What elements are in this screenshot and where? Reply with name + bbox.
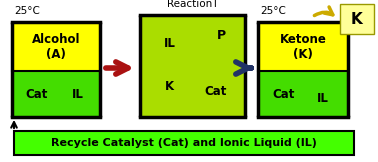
Text: Ketone
(K): Ketone (K) <box>280 33 327 61</box>
Bar <box>14 131 354 155</box>
Text: ReactionT: ReactionT <box>167 0 218 9</box>
Text: Alcohol
(A): Alcohol (A) <box>32 33 80 61</box>
Bar <box>12 71 100 117</box>
Bar <box>14 131 354 155</box>
Bar <box>12 22 100 71</box>
Text: K: K <box>165 80 174 93</box>
Bar <box>258 22 348 71</box>
Text: K: K <box>351 12 363 27</box>
Text: P: P <box>217 29 226 42</box>
Text: 25°C: 25°C <box>260 6 286 16</box>
Bar <box>340 4 374 34</box>
Bar <box>340 4 374 34</box>
Text: Recycle Catalyst (Cat) and Ionic Liquid (IL): Recycle Catalyst (Cat) and Ionic Liquid … <box>51 138 317 148</box>
Text: IL: IL <box>72 88 84 101</box>
Bar <box>258 71 348 117</box>
Text: 25°C: 25°C <box>14 6 40 16</box>
Text: IL: IL <box>317 92 329 105</box>
Text: Cat: Cat <box>25 88 48 101</box>
Bar <box>140 15 245 117</box>
Text: IL: IL <box>163 37 175 50</box>
Text: Cat: Cat <box>204 85 227 98</box>
Text: Cat: Cat <box>272 88 294 101</box>
